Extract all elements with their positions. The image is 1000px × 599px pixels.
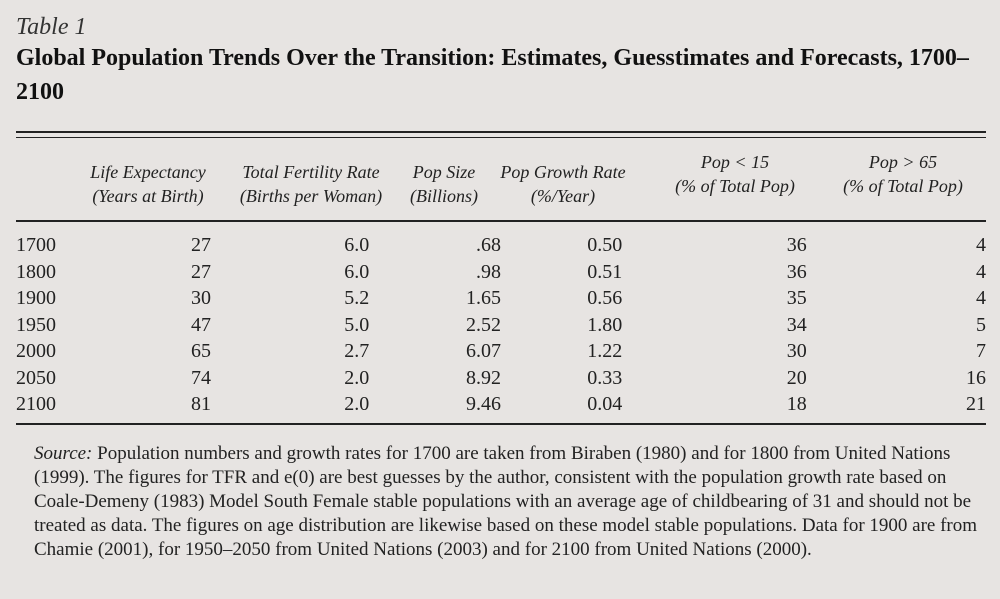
table-label: Table 1 (16, 14, 87, 40)
cell-pop-size: 8.92 (465, 366, 501, 389)
cell-over-65: 4 (976, 234, 986, 256)
cell-growth-rate: 0.51 (587, 260, 623, 283)
cell-over-65: 4 (976, 260, 986, 283)
col-head-growth-rate: Pop Growth Rate (%/Year) (488, 160, 638, 208)
col-head-pop-size: Pop Size (Billions) (398, 160, 490, 208)
cell-life-expectancy: 74 (191, 366, 212, 389)
col-head-line1: Pop < 15 (700, 152, 770, 172)
cell-tfr: 2.7 (344, 340, 370, 362)
cell-under-15: 20 (786, 366, 807, 389)
source-note: Source: Population numbers and growth ra… (34, 442, 978, 562)
col-head-line2: (Years at Birth) (92, 186, 204, 206)
cell-year: 1700 (16, 234, 56, 256)
col-head-line2: (Births per Woman) (239, 186, 383, 206)
cell-under-15: 34 (786, 313, 807, 336)
col-head-life-expectancy: Life Expectancy (Years at Birth) (78, 160, 218, 208)
cell-life-expectancy: 47 (191, 313, 212, 336)
col-head-line2: (% of Total Pop) (675, 176, 795, 196)
cell-pop-size: .98 (475, 260, 501, 283)
col-head-under-15: Pop < 15 (% of Total Pop) (650, 150, 820, 198)
cell-over-65: 5 (976, 313, 986, 336)
col-head-line1: Life Expectancy (90, 162, 206, 182)
cell-over-65: 4 (976, 287, 986, 309)
table-title: Global Population Trends Over the Transi… (16, 45, 969, 105)
cell-tfr: 5.0 (344, 313, 370, 336)
col-head-line1: Pop Growth Rate (500, 162, 626, 182)
table-row: 1700 27 6.0 .68 0.50 36 4 (16, 232, 986, 259)
cell-year: 2100 (16, 393, 56, 415)
table-row: 1800 27 6.0 .98 0.51 36 4 (16, 259, 986, 286)
cell-pop-size: 6.07 (465, 340, 501, 362)
cell-life-expectancy: 27 (191, 260, 212, 283)
cell-pop-size: .68 (475, 234, 501, 256)
cell-growth-rate: 0.04 (587, 393, 623, 415)
table-row: 2100 81 2.0 9.46 0.04 18 21 (16, 391, 986, 418)
col-head-tfr: Total Fertility Rate (Births per Woman) (226, 160, 396, 208)
bottom-rule (16, 423, 986, 425)
col-head-over-65: Pop > 65 (% of Total Pop) (818, 150, 988, 198)
cell-tfr: 5.2 (344, 287, 370, 309)
cell-growth-rate: 0.33 (587, 366, 623, 389)
cell-growth-rate: 0.56 (587, 287, 623, 309)
table-row: 2050 74 2.0 8.92 0.33 20 16 (16, 365, 986, 392)
cell-year: 1950 (16, 313, 56, 336)
col-head-line1: Total Fertility Rate (242, 162, 380, 182)
cell-under-15: 36 (786, 234, 807, 256)
source-text: Population numbers and growth rates for … (34, 443, 978, 560)
cell-tfr: 2.0 (344, 393, 370, 415)
source-label: Source: (34, 443, 93, 464)
cell-year: 1800 (16, 260, 56, 283)
cell-under-15: 36 (786, 260, 807, 283)
cell-life-expectancy: 27 (191, 234, 212, 256)
cell-year: 1900 (16, 287, 56, 309)
cell-pop-size: 2.52 (465, 313, 501, 336)
top-rule-1 (16, 131, 986, 133)
cell-year: 2000 (16, 340, 56, 362)
table-row: 1950 47 5.0 2.52 1.80 34 5 (16, 312, 986, 339)
header-rule (16, 220, 986, 222)
cell-life-expectancy: 81 (191, 393, 212, 415)
cell-growth-rate: 1.22 (587, 340, 623, 362)
cell-tfr: 6.0 (344, 260, 370, 283)
data-table: 1700 27 6.0.68 0.50 36 4 1800 27 6.0.98 0.51 36 4 19… (16, 232, 986, 418)
top-rule-2 (16, 137, 986, 138)
data-table-body: 1700 27 6.0.68 0.50 36 4 1800 27 6.0.98 0.51 36 4 19… (16, 232, 986, 418)
cell-under-15: 18 (786, 393, 807, 415)
cell-life-expectancy: 30 (191, 287, 212, 309)
cell-tfr: 6.0 (344, 234, 370, 256)
col-head-line1: Pop Size (412, 162, 476, 182)
cell-year: 2050 (16, 366, 56, 389)
cell-pop-size: 9.46 (465, 393, 501, 415)
col-head-line2: (Billions) (410, 186, 478, 206)
table-row: 2000 65 2.7 6.07 1.22 30 7 (16, 338, 986, 365)
cell-pop-size: 1.65 (465, 287, 501, 309)
col-head-line2: (% of Total Pop) (843, 176, 963, 196)
cell-over-65: 21 (966, 393, 986, 415)
col-head-line2: (%/Year) (530, 186, 596, 206)
cell-growth-rate: 0.50 (587, 234, 623, 256)
cell-over-65: 7 (976, 340, 986, 362)
cell-over-65: 16 (966, 366, 986, 389)
table-row: 1900 30 5.2 1.65 0.56 35 4 (16, 285, 986, 312)
cell-life-expectancy: 65 (191, 340, 212, 362)
cell-under-15: 35 (786, 287, 807, 309)
cell-under-15: 30 (786, 340, 807, 362)
cell-growth-rate: 1.80 (587, 313, 623, 336)
cell-tfr: 2.0 (344, 366, 370, 389)
col-head-line1: Pop > 65 (868, 152, 938, 172)
